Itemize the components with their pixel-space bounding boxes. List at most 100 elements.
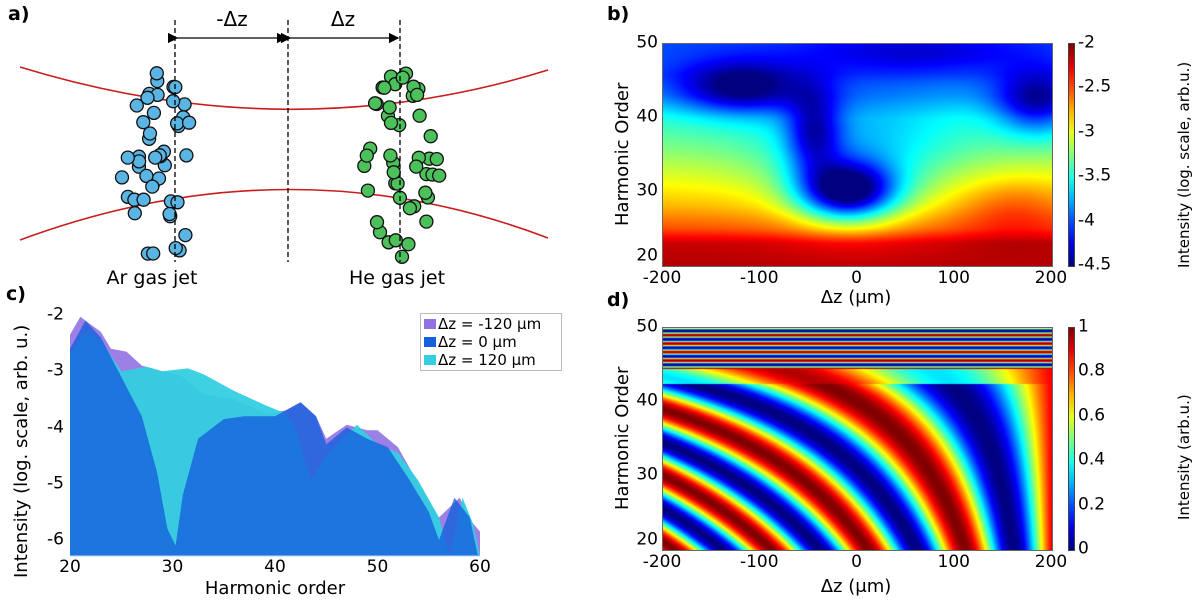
gas-atom [139, 168, 154, 184]
gas-atom [432, 168, 447, 183]
gas-atom [114, 170, 130, 185]
gas-atom [418, 185, 433, 200]
area-chart-c [70, 316, 480, 557]
x-tick-label: 50 [366, 556, 389, 577]
colorbar-tick-label: -3.5 [1078, 165, 1112, 186]
gas-atom [145, 179, 160, 194]
x-tick-label: 40 [264, 556, 286, 577]
area-series [70, 320, 478, 556]
gas-atom [402, 201, 418, 216]
legend-swatch [424, 337, 436, 347]
panel-b-label: b) [607, 3, 630, 25]
gas-atom [142, 126, 158, 141]
gas-jet-diagram: -Δz Δz Ar gas jet He gas jet [19, 7, 549, 289]
x-tick-label: -200 [642, 268, 682, 288]
gas-atom [162, 206, 177, 222]
gas-atom [395, 70, 410, 85]
y-tick-label: 20 [636, 245, 658, 266]
colorbar-tick-label: 1 [1078, 316, 1089, 337]
d-x-axis-label: Δz (μm) [820, 576, 892, 597]
heatmap-b [662, 43, 1053, 267]
gas-atom [165, 94, 181, 109]
gas-atom [367, 96, 383, 111]
gas-atom [386, 165, 401, 180]
colorbar-tick-label: 0.4 [1078, 449, 1106, 470]
gas-atom [383, 115, 399, 131]
gas-atom [409, 159, 424, 174]
dz-label: Δz [331, 7, 355, 31]
y-tick-label: -4 [47, 417, 64, 438]
x-tick-label: -100 [739, 552, 779, 572]
x-tick-label: -200 [642, 552, 682, 572]
legend-label: Δz = -120 μm [438, 315, 542, 333]
gas-atom [369, 215, 385, 230]
gas-atom [129, 98, 144, 113]
heatmap-d [662, 327, 1053, 551]
gas-atom [168, 240, 183, 256]
colorbar-tick-label: 0 [1078, 538, 1089, 559]
x-tick-label: 100 [937, 268, 970, 288]
gas-atom [409, 87, 425, 103]
x-tick-label: -100 [739, 268, 779, 288]
b-y-axis-label: Harmonic Order [612, 82, 633, 226]
y-tick-label: 50 [636, 32, 658, 53]
gas-atom [170, 195, 185, 210]
he-gas-jet-atoms [357, 66, 447, 264]
ar-gas-jet-atoms [114, 66, 197, 261]
gas-atom [401, 237, 416, 252]
c-legend: Δz = -120 μm Δz = 0 μm Δz = 120 μm [420, 313, 562, 371]
he-gas-jet-label: He gas jet [349, 267, 445, 289]
gas-atom [382, 100, 397, 115]
y-tick-label: 40 [636, 106, 658, 127]
panel-d-label: d) [607, 289, 630, 311]
gas-atom [423, 129, 438, 144]
legend-label: Δz = 0 μm [438, 333, 517, 351]
legend-item: Δz = 0 μm [424, 333, 558, 351]
laser-beam-lower-edge [19, 188, 549, 241]
c-x-axis-label: Harmonic order [204, 578, 346, 599]
d-colorbar-label: Intensity (arb.u.) [1175, 394, 1193, 520]
legend-swatch [424, 319, 436, 329]
colorbar-b [1068, 43, 1075, 267]
gas-atom [412, 108, 427, 123]
colorbar-tick-label: -4.5 [1078, 254, 1112, 275]
colorbar-d [1068, 327, 1075, 551]
gas-atom [136, 192, 151, 207]
gas-atom [136, 115, 151, 130]
legend-swatch [424, 355, 436, 365]
gas-atom [149, 66, 164, 81]
legend-label: Δz = 120 μm [438, 351, 536, 369]
y-tick-label: 50 [636, 316, 658, 337]
gas-atom [360, 183, 376, 198]
gas-atom [179, 148, 194, 163]
laser-beam-upper-edge [19, 66, 549, 111]
colorbar-tick-label: 0.2 [1078, 494, 1106, 515]
y-tick-label: 30 [636, 180, 658, 201]
b-x-axis-label: Δz (μm) [820, 287, 892, 308]
gas-atom [148, 150, 163, 165]
gas-atom [429, 151, 444, 167]
gas-atom [383, 148, 398, 163]
panel-a-label: a) [8, 3, 30, 25]
colorbar-tick-label: -4 [1078, 210, 1095, 231]
x-tick-label: 100 [937, 552, 970, 572]
ar-gas-jet-label: Ar gas jet [107, 267, 198, 289]
minus-dz-label: -Δz [216, 7, 247, 31]
panel-c-label: c) [6, 283, 26, 305]
x-tick-label: 200 [1034, 552, 1068, 572]
gas-atom [394, 249, 410, 264]
legend-item: Δz = -120 μm [424, 315, 558, 333]
gas-atom [120, 150, 135, 165]
gas-atom [140, 90, 155, 105]
y-tick-label: -6 [47, 529, 64, 550]
colorbar-tick-label: 0.6 [1078, 405, 1106, 426]
x-tick-label: 20 [59, 556, 81, 577]
legend-item: Δz = 120 μm [424, 351, 558, 369]
colorbar-tick-label: 0.8 [1078, 361, 1106, 382]
gas-atom [169, 116, 185, 131]
y-tick-label: 30 [636, 464, 658, 485]
gas-atom [146, 105, 162, 121]
d-y-axis-label: Harmonic Order [612, 366, 633, 510]
gas-atom [419, 214, 434, 229]
x-tick-label: 0 [851, 552, 862, 572]
